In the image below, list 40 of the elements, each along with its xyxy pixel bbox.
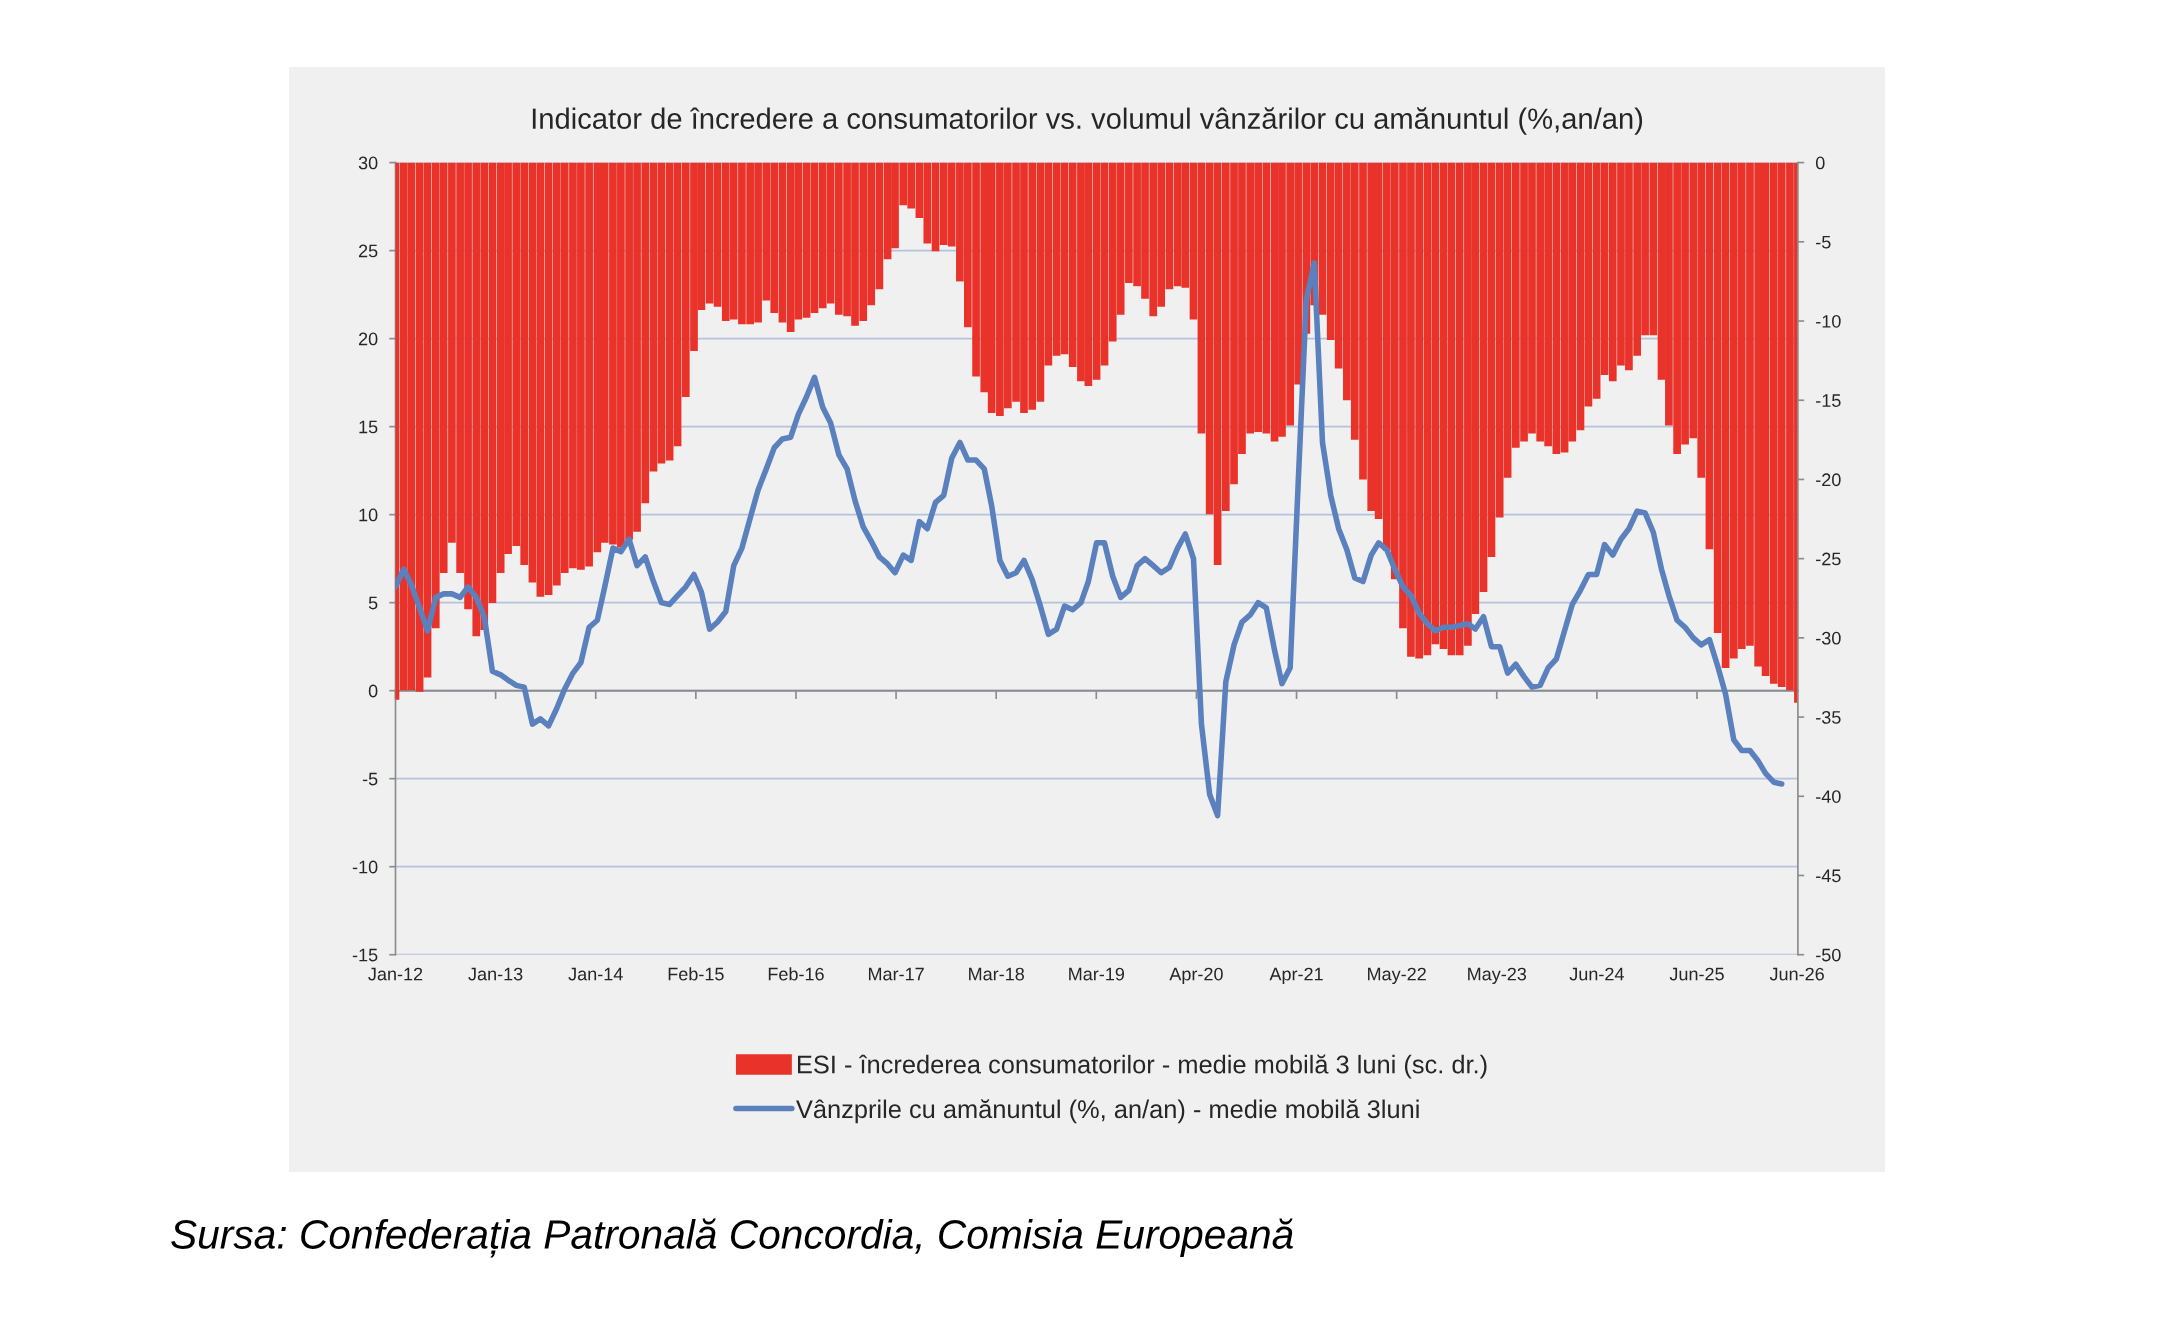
y2-tick-label: -5 [1816, 235, 1831, 249]
x-tick-label: Mar-18 [969, 967, 1024, 981]
x-tick-label: Jan-14 [568, 967, 623, 981]
x-tick-label: Mar-17 [868, 967, 924, 981]
x-tick-label: Feb-15 [668, 967, 724, 981]
x-tick-label: Mar-19 [1069, 967, 1125, 981]
y-tick-label: -5 [362, 772, 378, 786]
y2-tick-label: -50 [1816, 948, 1841, 962]
y2-tick-label: -45 [1816, 869, 1841, 883]
x-tick-label: Feb-16 [768, 967, 824, 981]
text: Sursa: Confederația Patronală Concordia, Comisia Europeană [171, 1218, 1293, 1258]
y-tick-label: 10 [359, 508, 378, 522]
y2-tick-label: -35 [1816, 711, 1841, 724]
y-tick-label: 25 [358, 244, 378, 258]
y-tick-label: 5 [368, 596, 378, 610]
x-tick-label: Apr-20 [1169, 967, 1223, 985]
chart-title: Indicator de încredere a consumatorilor vs. volumul vânzărilor cu amănuntul (%,an/an) [532, 107, 1643, 135]
x-tick-label: Jan-13 [468, 967, 523, 981]
y2-tick-label: 0 [1815, 156, 1825, 170]
x-tick-label: May-22 [1368, 967, 1426, 985]
y2-tick-label: -30 [1816, 631, 1841, 645]
legend-label: ESI - încrederea consumatorilor - medie mobilă 3 luni (sc. dr.) [798, 1054, 1487, 1079]
x-tick-label: Jun-26 [1769, 967, 1824, 981]
y-tick-label: 20 [358, 332, 378, 346]
y2-tick-label: -20 [1816, 473, 1841, 487]
y-tick-label: 15 [359, 420, 378, 434]
y2-tick-label: -10 [1816, 314, 1841, 328]
y-tick-label: -15 [352, 948, 378, 962]
x-tick-label: Jun-24 [1569, 967, 1624, 981]
y-tick-label: 0 [368, 684, 378, 698]
y2-tick-label: -40 [1816, 790, 1841, 803]
y2-tick-label: -15 [1816, 394, 1841, 407]
x-tick-label: Apr-21 [1269, 967, 1323, 985]
x-tick-label: Jan-12 [368, 967, 423, 981]
y-tick-label: -10 [352, 860, 378, 874]
y2-tick-label: -25 [1816, 552, 1841, 566]
x-tick-label: May-23 [1468, 967, 1527, 985]
y-tick-label: 30 [358, 156, 378, 170]
legend-label: Vânzprile cu amănuntul (%, an/an) - medie mobilă 3luni [796, 1099, 1419, 1124]
x-tick-label: Jun-25 [1669, 967, 1724, 981]
